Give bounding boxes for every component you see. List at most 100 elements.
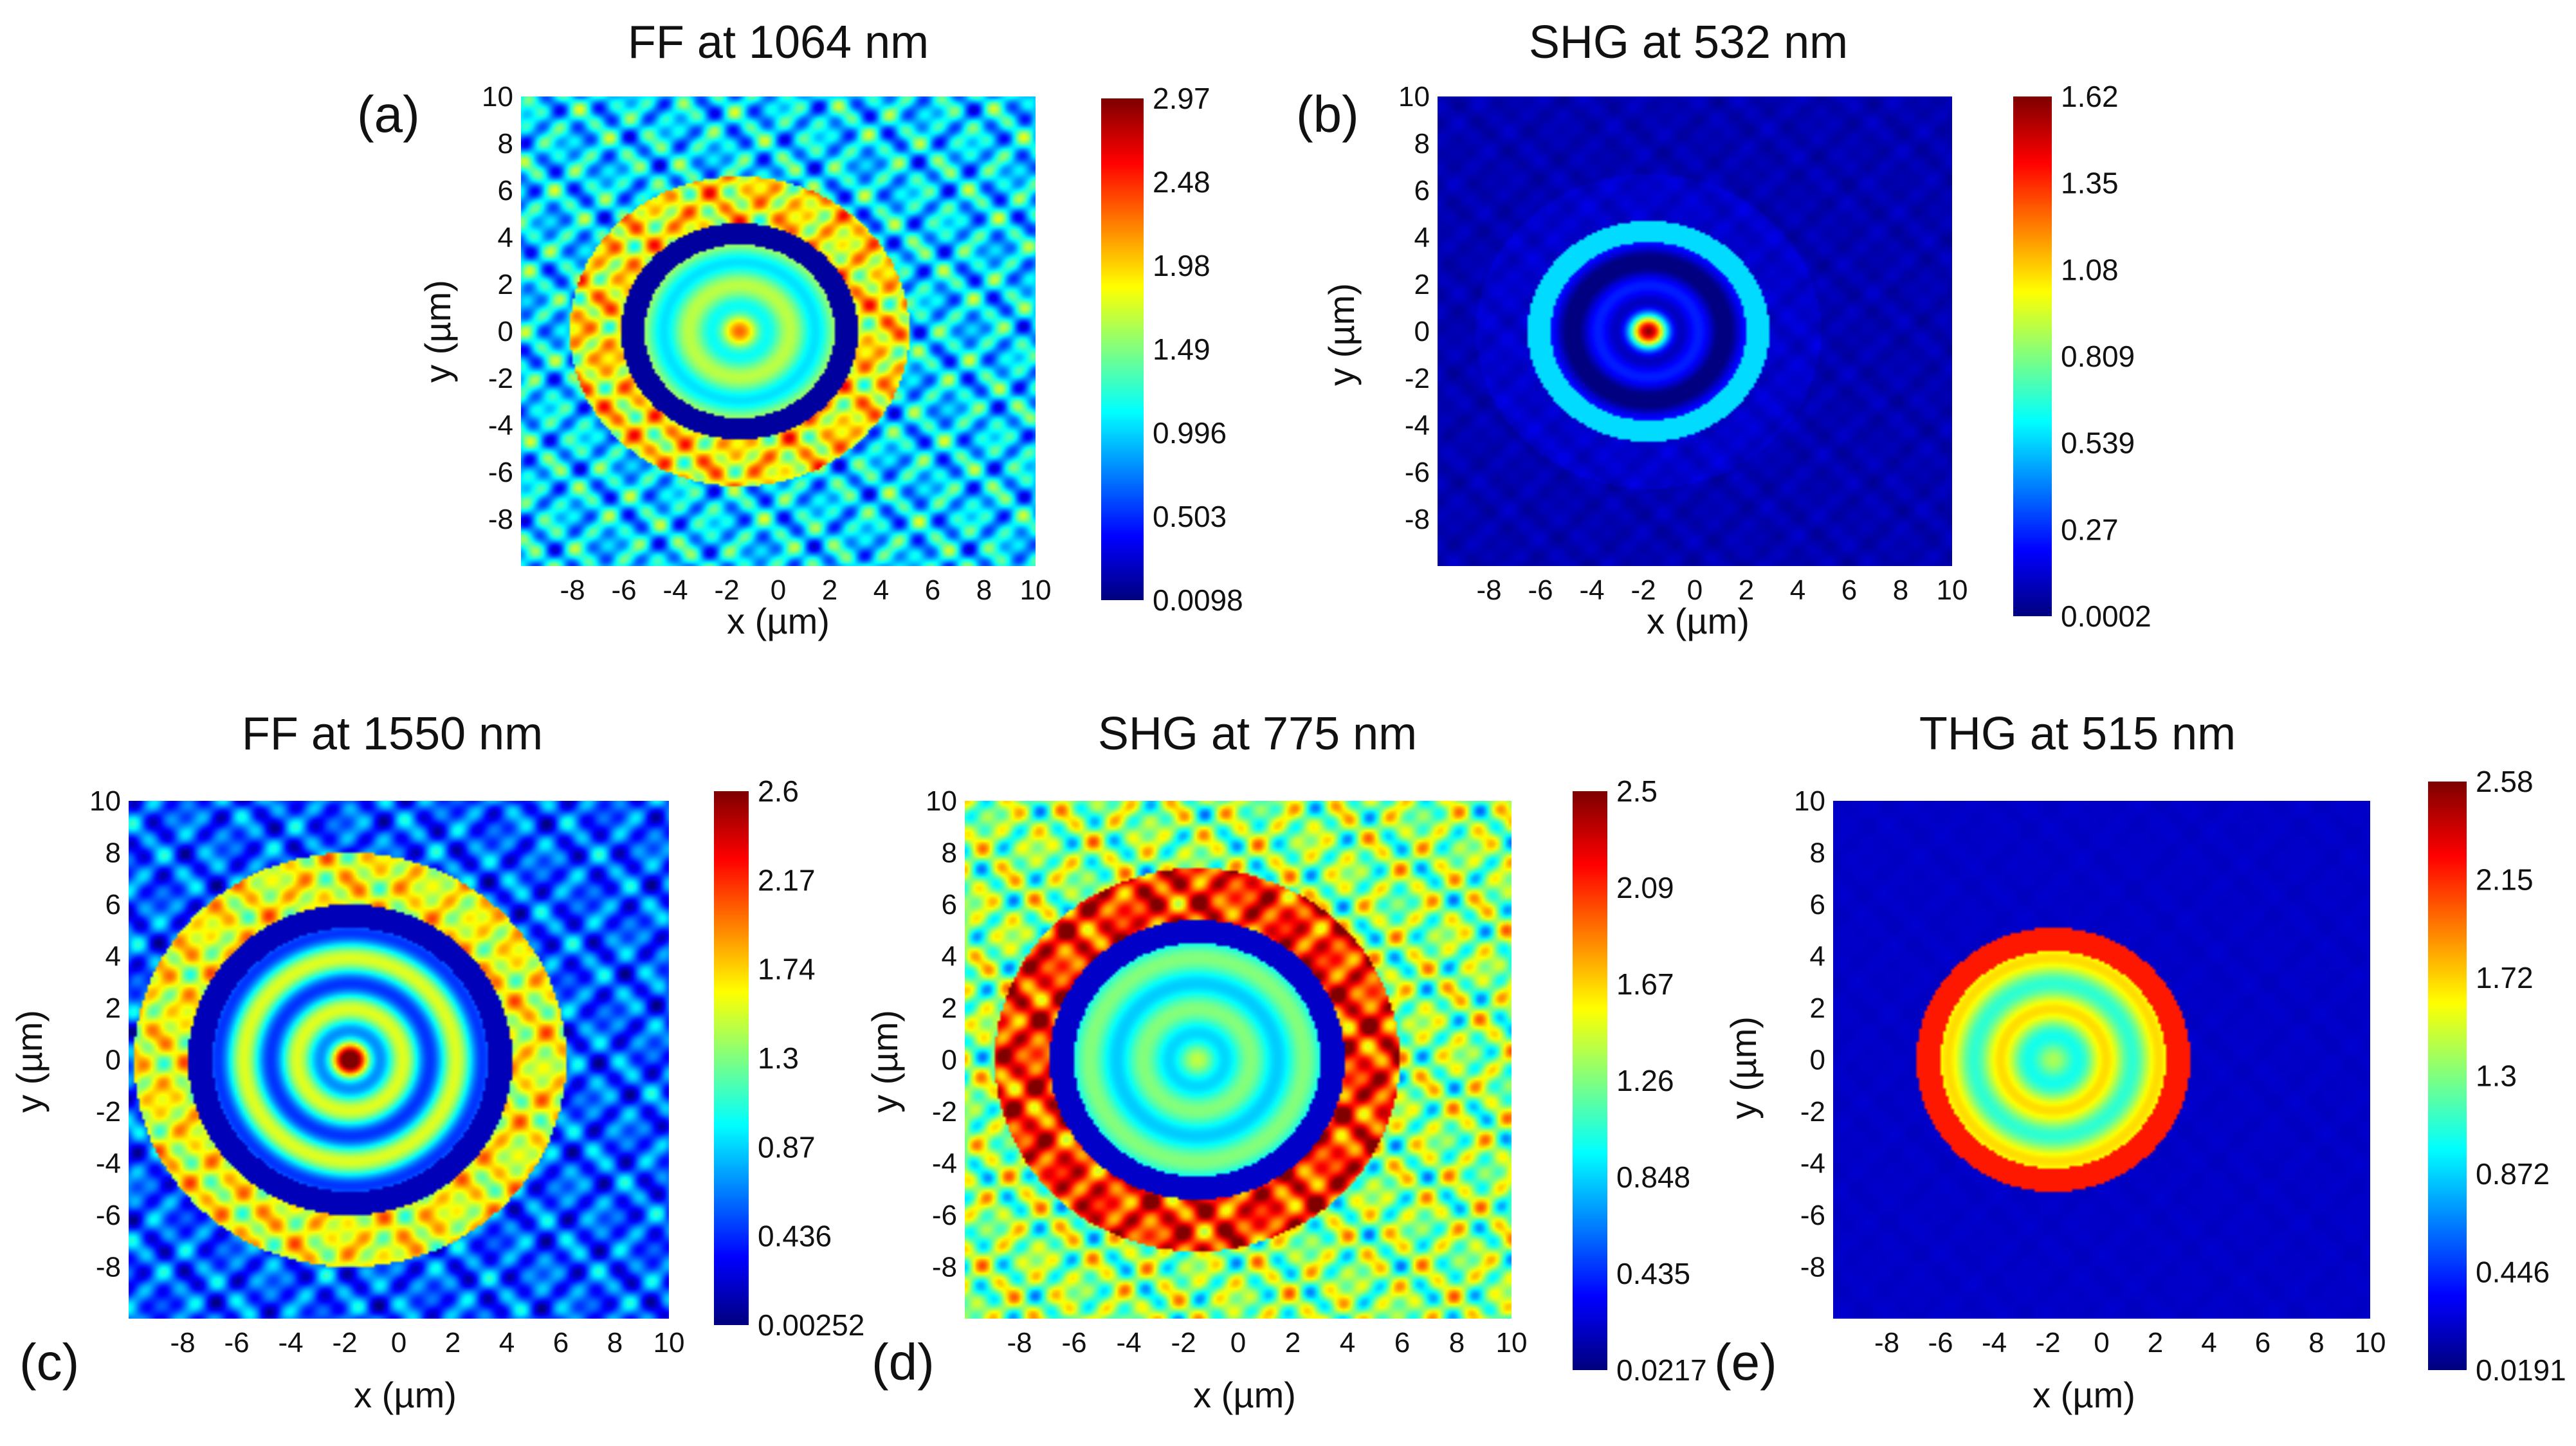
colorbar-tick-label: 0.996: [1153, 416, 1227, 450]
x-tick-label: 4: [873, 574, 889, 606]
y-tick-label: 6: [1414, 175, 1430, 206]
colorbar-tick-label: 0.436: [758, 1220, 832, 1253]
y-tick-label: -4: [1405, 410, 1430, 441]
panel-d: SHG at 775 nm (d) x (µm) y (µm) -8 -6 -4 -2 0 2 4 6…: [864, 708, 1707, 1415]
x-tick-label: -8: [560, 574, 585, 606]
x-tick-label: 0: [1687, 574, 1703, 606]
panel-title: SHG at 775 nm: [1098, 708, 1417, 760]
panel-b: SHG at 532 nm (b) x (µm) y (µm) -8 -6 -4 -2 0 2 4 6…: [1296, 17, 2151, 641]
y-tick-label: 8: [1414, 128, 1430, 160]
x-tick-label: 10: [1496, 1327, 1528, 1359]
x-tick-label: 0: [391, 1327, 406, 1359]
panel-label: (e): [1714, 1333, 1777, 1391]
y-tick-label: -2: [1405, 363, 1430, 394]
x-tick-label: 10: [1020, 574, 1052, 606]
colorbar-tick-label: 1.26: [1616, 1064, 1674, 1097]
x-tick-label: -4: [1579, 574, 1604, 606]
x-tick-label: 0: [771, 574, 786, 606]
colorbar-tick-label: 1.74: [758, 953, 816, 986]
x-axis-label: x (µm): [2032, 1375, 2135, 1415]
y-tick-label: -4: [932, 1148, 957, 1180]
x-tick-label: -6: [224, 1327, 249, 1359]
y-tick-label: 6: [942, 889, 957, 920]
y-tick-label: -4: [96, 1148, 121, 1180]
x-tick-label: 6: [1841, 574, 1857, 606]
colorbar-tick-label: 2.48: [1153, 165, 1210, 199]
x-axis-label: x (µm): [727, 601, 830, 641]
y-tick-label: -8: [1800, 1252, 1825, 1283]
colorbar: [714, 791, 749, 1325]
panel-label: (a): [357, 86, 420, 143]
x-tick-label: 6: [2255, 1327, 2270, 1359]
x-axis-label: x (µm): [1647, 601, 1749, 641]
x-tick-label: -4: [1116, 1327, 1141, 1359]
y-tick-label: 2: [942, 993, 957, 1024]
x-tick-label: 0: [2094, 1327, 2109, 1359]
y-tick-label: -6: [488, 457, 513, 488]
x-tick-label: 2: [2148, 1327, 2163, 1359]
x-tick-label: -4: [662, 574, 688, 606]
colorbar-tick-label: 0.0098: [1153, 583, 1243, 617]
x-tick-label: -6: [1528, 574, 1553, 606]
y-tick-label: 8: [498, 128, 513, 160]
x-tick-label: -2: [1171, 1327, 1196, 1359]
y-tick-label: 2: [498, 269, 513, 300]
heatmap-image: [1438, 96, 1952, 566]
panel-title: FF at 1550 nm: [242, 708, 543, 760]
x-tick-label: 2: [445, 1327, 461, 1359]
y-tick-label: -2: [96, 1096, 121, 1128]
colorbar-tick-label: 1.67: [1616, 967, 1674, 1001]
x-tick-label: 8: [607, 1327, 623, 1359]
y-tick-label: 4: [942, 941, 957, 973]
x-tick-label: 4: [499, 1327, 515, 1359]
y-tick-label: 10: [482, 81, 513, 113]
x-tick-label: -8: [1874, 1327, 1899, 1359]
panel-label: (b): [1296, 86, 1359, 143]
y-tick-label: 8: [1810, 837, 1825, 869]
x-tick-label: -6: [1928, 1327, 1953, 1359]
colorbar-tick-label: 2.58: [2476, 765, 2534, 798]
y-tick-label: 2: [1810, 993, 1825, 1024]
y-tick-label: -4: [488, 410, 513, 441]
x-tick-label: 0: [1230, 1327, 1246, 1359]
colorbar-tick-label: 0.503: [1153, 500, 1227, 533]
y-axis-label: y (µm): [1321, 283, 1362, 386]
x-tick-label: -6: [611, 574, 636, 606]
y-tick-label: 0: [942, 1045, 957, 1076]
colorbar-tick-label: 1.98: [1153, 249, 1210, 282]
x-tick-label: -2: [1631, 574, 1656, 606]
x-tick-label: 10: [653, 1327, 685, 1359]
x-tick-label: 8: [976, 574, 992, 606]
y-tick-label: -8: [932, 1252, 957, 1283]
colorbar-tick-label: 1.62: [2061, 80, 2119, 113]
panel-a: FF at 1064 nm (a) x (µm) y (µm) -8 -6 -4 -2 0 2 4 6…: [357, 17, 1243, 641]
colorbar: [2428, 782, 2467, 1370]
y-tick-label: -2: [488, 363, 513, 394]
heatmap-image: [129, 801, 669, 1319]
y-tick-label: 0: [498, 316, 513, 347]
colorbar-tick-label: 0.87: [758, 1130, 816, 1164]
y-tick-label: -8: [96, 1252, 121, 1283]
colorbar-tick-label: 2.09: [1616, 871, 1674, 904]
colorbar-tick-label: 1.35: [2061, 167, 2119, 200]
colorbar-tick-label: 1.72: [2476, 961, 2534, 994]
y-tick-label: -8: [488, 504, 513, 535]
colorbar-tick-label: 1.08: [2061, 253, 2119, 286]
x-tick-label: -2: [332, 1327, 357, 1359]
colorbar-tick-label: 0.0191: [2476, 1353, 2566, 1387]
panel-label: (c): [19, 1333, 79, 1391]
y-tick-label: 4: [1414, 222, 1430, 253]
y-tick-label: -6: [96, 1200, 121, 1231]
colorbar-tick-label: 0.27: [2061, 513, 2119, 546]
colorbar-tick-label: 2.17: [758, 863, 816, 897]
colorbar: [2013, 96, 2052, 616]
x-tick-label: 6: [1394, 1327, 1410, 1359]
y-tick-label: 10: [1794, 785, 1825, 817]
y-tick-label: -6: [1800, 1200, 1825, 1231]
panel-title: THG at 515 nm: [1919, 708, 2236, 760]
colorbar-tick-label: 0.435: [1616, 1257, 1690, 1290]
colorbar-tick-label: 0.848: [1616, 1160, 1690, 1194]
colorbar-tick-label: 0.00252: [758, 1308, 864, 1342]
